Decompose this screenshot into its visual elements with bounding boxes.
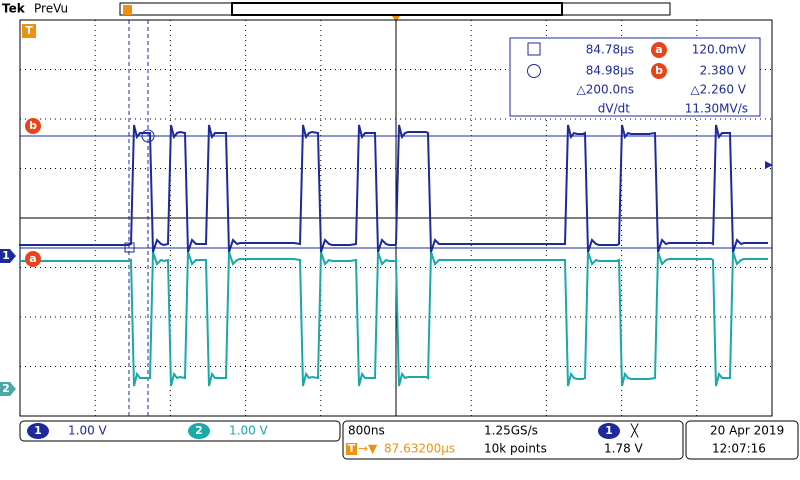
- ch2-marker: [0, 382, 16, 396]
- readout-b-label: b: [655, 64, 663, 77]
- cursor-b-label: b: [29, 119, 37, 132]
- cursor-a-label: a: [29, 252, 36, 265]
- ch1-badge: [27, 423, 49, 439]
- record-trigger: [123, 5, 132, 15]
- trigger-position: 87.63200µs: [384, 442, 455, 456]
- ch2-marker-label: 2: [2, 382, 10, 395]
- graticule-border: [19, 19, 773, 417]
- readout-a-icon: [651, 42, 667, 58]
- readout-b-icon: [651, 63, 667, 79]
- cursor-a-value: 120.0mV: [692, 43, 747, 57]
- ch2-badge-label: 2: [195, 424, 203, 437]
- record-window: [231, 2, 563, 16]
- record-length: 10k points: [484, 442, 547, 456]
- trigger-level: 1.78 V: [604, 442, 644, 456]
- delta-time: △200.0ns: [577, 83, 634, 97]
- cursor-a-marker: [25, 251, 41, 267]
- delta-voltage: △2.260 V: [690, 83, 746, 97]
- trigger-level-arrow: [765, 161, 773, 169]
- trigger-arrow: →▼: [358, 442, 378, 456]
- trigger-marker-label: T: [25, 24, 33, 37]
- sample-rate: 1.25GS/s: [484, 424, 538, 438]
- trigger-point: [392, 16, 400, 22]
- cursor-readout: [509, 37, 761, 117]
- cursor-b-marker: [25, 118, 41, 134]
- timebase: 800ns: [348, 424, 385, 438]
- ch1-scale: 1.00 V: [68, 424, 108, 438]
- square-icon: [527, 42, 541, 56]
- ch2-waveform: [19, 251, 768, 387]
- datetime-box: [685, 420, 799, 460]
- ch1-marker: [0, 249, 16, 263]
- time: 12:07:16: [712, 442, 766, 456]
- slope-value: 11.30MV/s: [685, 102, 748, 116]
- cursor-a-square: [124, 242, 135, 253]
- brand: Tek: [2, 2, 26, 16]
- trigger-pos-icon: [346, 443, 357, 455]
- trigger-marker: [22, 24, 36, 38]
- acquisition-box: [342, 420, 684, 460]
- cursor1-time: 84.78µs: [586, 43, 634, 57]
- ch2-badge: [188, 423, 210, 439]
- cursor-b-value: 2.380 V: [700, 64, 747, 78]
- cursor2-time: 84.98µs: [586, 64, 634, 78]
- channel-box: [19, 420, 341, 442]
- mode: PreVu: [34, 2, 68, 16]
- circle-icon: [527, 64, 541, 78]
- slope-label: dV/dt: [598, 102, 630, 116]
- ch2-scale: 1.00 V: [229, 424, 269, 438]
- ch1-marker-label: 1: [2, 249, 10, 262]
- trigger-source-badge: [598, 423, 620, 439]
- trigger-slope: ╳: [630, 423, 639, 438]
- ch1-waveform: [19, 124, 768, 253]
- trigger-source: 1: [605, 424, 613, 437]
- readout-a-label: a: [655, 43, 662, 56]
- date: 20 Apr 2019: [710, 424, 784, 438]
- ch1-badge-label: 1: [34, 424, 42, 437]
- trigger-pos-icon-label: T: [348, 442, 356, 455]
- cursor-b-circle: [141, 129, 155, 143]
